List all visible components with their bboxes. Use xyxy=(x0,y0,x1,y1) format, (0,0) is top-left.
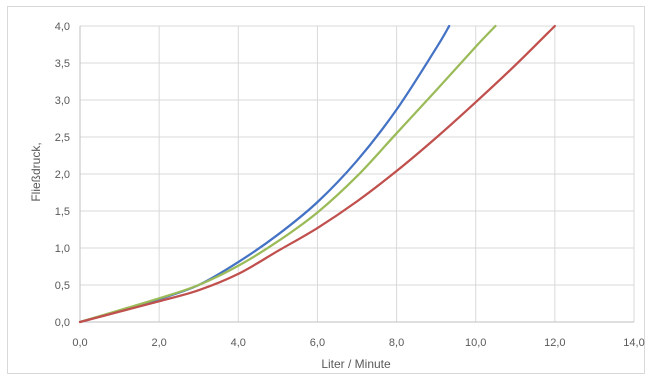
x-tick-label: 12,0 xyxy=(544,337,565,349)
y-tick-label: 3,5 xyxy=(55,58,70,70)
series-line-2 xyxy=(78,24,497,324)
y-tick-label: 2,5 xyxy=(55,132,70,144)
series-line-3 xyxy=(78,24,556,324)
y-tick-label: 2,0 xyxy=(55,169,70,181)
x-tick-label: 2,0 xyxy=(151,337,166,349)
series-lines xyxy=(78,24,556,324)
axes xyxy=(79,26,634,323)
gridlines xyxy=(80,25,635,322)
y-tick-label: 1,0 xyxy=(55,243,70,255)
x-tick-label: 4,0 xyxy=(231,337,246,349)
y-tick-label: 4,0 xyxy=(55,21,70,33)
x-tick-labels: 0,0 2,0 4,0 6,0 8,0 10,0 12,0 14,0 xyxy=(72,337,644,349)
x-tick-label: 14,0 xyxy=(623,337,644,349)
y-tick-label: 0,0 xyxy=(55,317,70,329)
y-tick-labels: 0,0 0,5 1,0 1,5 2,0 2,5 3,0 3,5 4,0 xyxy=(55,21,70,329)
x-tick-label: 0,0 xyxy=(72,337,87,349)
x-tick-label: 6,0 xyxy=(310,337,325,349)
y-tick-label: 0,5 xyxy=(55,280,70,292)
y-tick-label: 3,0 xyxy=(55,95,70,107)
y-tick-label: 1,5 xyxy=(55,206,70,218)
x-axis-label: Liter / Minute xyxy=(321,357,391,371)
x-tick-label: 10,0 xyxy=(465,337,486,349)
y-axis-label: Fließdruck, xyxy=(29,142,43,201)
x-tick-label: 8,0 xyxy=(389,337,404,349)
